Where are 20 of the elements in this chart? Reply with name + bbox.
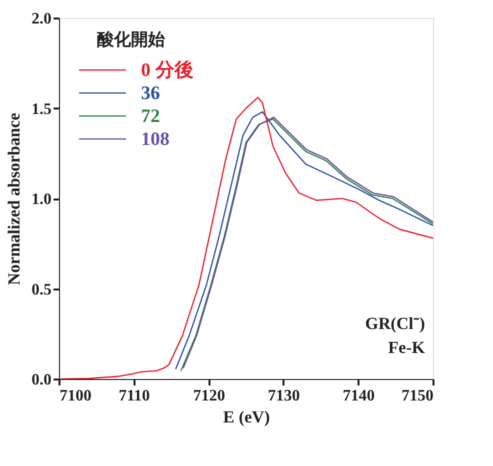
legend-label: 72 [141, 106, 160, 127]
x-tick-label: 7120 [193, 388, 226, 404]
legend-title: 酸化開始 [97, 30, 166, 50]
annotation: GR(Cl⁻) [365, 314, 425, 333]
y-tick-label: 1.0 [32, 191, 52, 208]
legend-label: 108 [141, 129, 170, 150]
x-tick-label: 7140 [342, 388, 375, 404]
y-tick-label: 0.0 [32, 372, 52, 388]
legend-label: 0 分後 [141, 59, 194, 81]
x-tick-label: 7130 [268, 388, 300, 404]
x-tick-label: 7150 [402, 388, 434, 404]
x-tick-label: 7100 [60, 388, 92, 404]
y-tick-label: 0.5 [32, 281, 52, 298]
annotation: Fe-K [388, 338, 426, 357]
y-axis-title: Normalized absorbance [4, 112, 24, 286]
y-tick-label: 1.5 [32, 100, 52, 118]
y-tick-label: 2.0 [32, 10, 52, 28]
x-tick-label: 7110 [118, 388, 150, 404]
legend-label: 36 [141, 83, 160, 104]
x-axis-title: E (eV) [223, 408, 270, 426]
